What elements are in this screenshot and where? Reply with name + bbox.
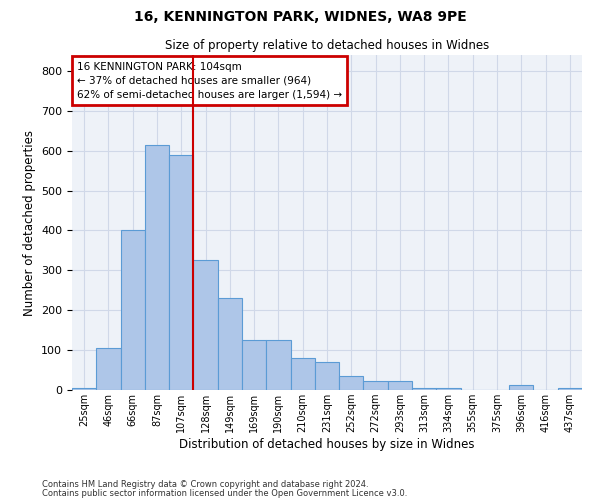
Bar (266, 340, 290, 390)
Y-axis label: Number of detached properties: Number of detached properties (23, 130, 35, 316)
Bar (242, 340, 266, 390)
Bar (388, 381, 412, 390)
Bar (218, 298, 242, 390)
Text: Contains HM Land Registry data © Crown copyright and database right 2024.: Contains HM Land Registry data © Crown c… (42, 480, 368, 489)
X-axis label: Distribution of detached houses by size in Widnes: Distribution of detached houses by size … (179, 438, 475, 451)
Text: 16, KENNINGTON PARK, WIDNES, WA8 9PE: 16, KENNINGTON PARK, WIDNES, WA8 9PE (134, 10, 466, 24)
Bar (412, 388, 436, 390)
Bar (509, 385, 533, 390)
Bar (290, 358, 315, 390)
Bar (145, 144, 169, 390)
Bar (96, 348, 121, 390)
Bar (364, 381, 388, 390)
Bar (436, 388, 461, 390)
Bar (193, 260, 218, 390)
Bar (169, 154, 193, 390)
Title: Size of property relative to detached houses in Widnes: Size of property relative to detached ho… (165, 40, 489, 52)
Bar (72, 388, 96, 390)
Bar (315, 362, 339, 390)
Bar (339, 376, 364, 390)
Text: Contains public sector information licensed under the Open Government Licence v3: Contains public sector information licen… (42, 489, 407, 498)
Text: 16 KENNINGTON PARK: 104sqm
← 37% of detached houses are smaller (964)
62% of sem: 16 KENNINGTON PARK: 104sqm ← 37% of deta… (77, 62, 342, 100)
Bar (121, 230, 145, 390)
Bar (558, 388, 582, 390)
